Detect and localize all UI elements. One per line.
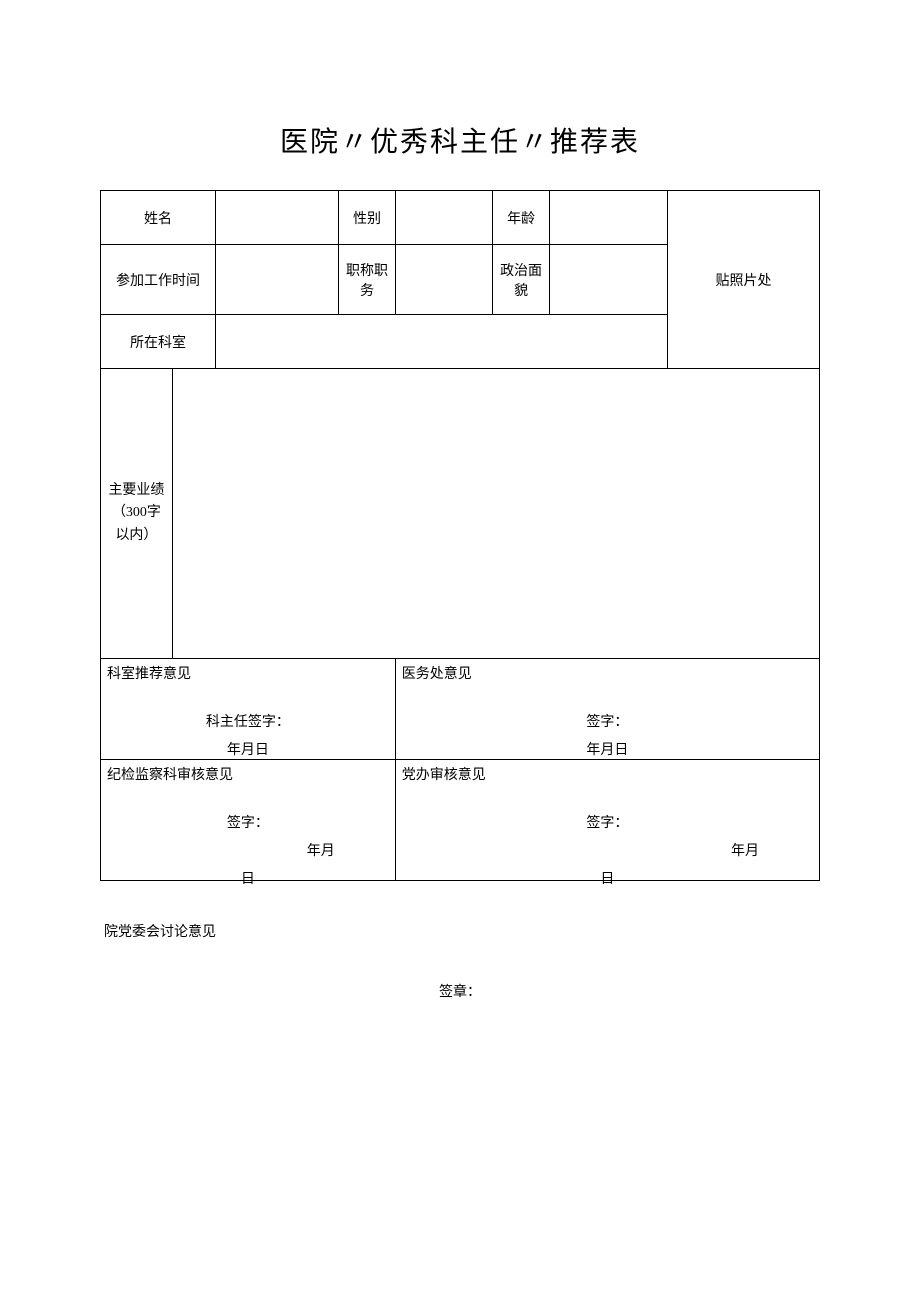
value-gender <box>395 191 493 245</box>
dept-director-sign: 科主任签字： <box>101 707 395 735</box>
recommendation-form-table: 姓名 性别 年龄 贴照片处 参加工作时间 职称职务 政治面貌 所在科室 主要业绩… <box>100 190 820 881</box>
medical-sign: 签字： <box>396 707 819 735</box>
value-work-start-time <box>216 245 339 315</box>
label-achievements: 主要业绩（300字以内） <box>101 369 173 659</box>
party-opinion-cell: 党办审核意见 签字： 年月 日 <box>395 760 819 881</box>
value-department <box>216 315 668 369</box>
committee-seal: 签章： <box>100 981 820 1001</box>
label-department: 所在科室 <box>101 315 216 369</box>
page-title: 医院〃优秀科主任〃推荐表 <box>100 120 820 160</box>
label-political-status: 政治面貌 <box>493 245 549 315</box>
label-medical-opinion: 医务处意见 <box>396 659 819 687</box>
label-dept-opinion: 科室推荐意见 <box>101 659 395 687</box>
label-title-position: 职称职务 <box>339 245 395 315</box>
party-opinion-d: 日 <box>396 864 819 892</box>
label-party-opinion: 党办审核意见 <box>396 760 819 788</box>
photo-placeholder: 贴照片处 <box>667 191 819 369</box>
party-opinion-ym: 年月 <box>396 836 819 864</box>
medical-opinion-date: 年月日 <box>396 735 819 763</box>
discipline-opinion-ym: 年月 <box>101 836 395 864</box>
discipline-sign: 签字： <box>101 808 395 836</box>
value-age <box>549 191 667 245</box>
label-work-start-time: 参加工作时间 <box>101 245 216 315</box>
value-title-position <box>395 245 493 315</box>
label-gender: 性别 <box>339 191 395 245</box>
value-name <box>216 191 339 245</box>
medical-opinion-cell: 医务处意见 签字： 年月日 <box>395 659 819 760</box>
value-political-status <box>549 245 667 315</box>
party-sign: 签字： <box>396 808 819 836</box>
dept-opinion-cell: 科室推荐意见 科主任签字： 年月日 <box>101 659 396 760</box>
label-committee-opinion: 院党委会讨论意见 <box>100 921 820 941</box>
label-name: 姓名 <box>101 191 216 245</box>
label-discipline-opinion: 纪检监察科审核意见 <box>101 760 395 788</box>
label-age: 年龄 <box>493 191 549 245</box>
discipline-opinion-d: 日 <box>101 864 395 892</box>
value-achievements <box>172 369 819 659</box>
discipline-opinion-cell: 纪检监察科审核意见 签字： 年月 日 <box>101 760 396 881</box>
dept-opinion-date: 年月日 <box>101 735 395 763</box>
